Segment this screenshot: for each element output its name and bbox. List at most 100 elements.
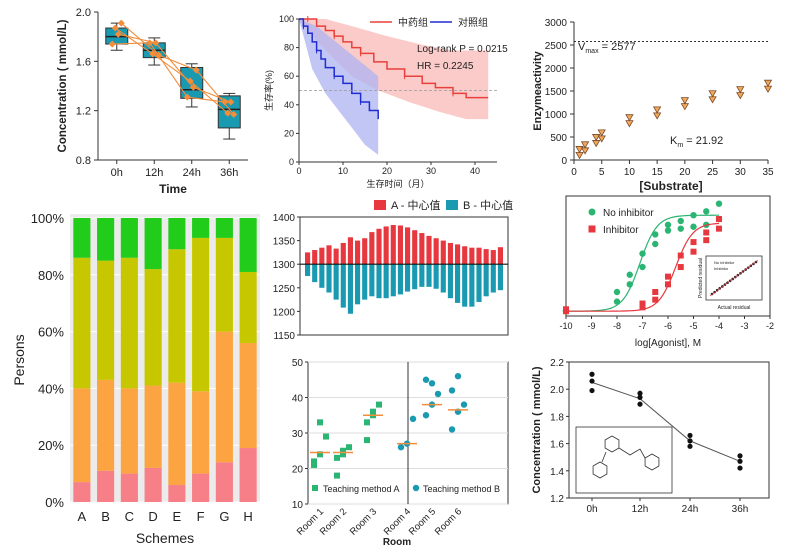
data-point xyxy=(677,264,684,271)
data-point xyxy=(460,401,468,408)
data-point xyxy=(736,86,745,94)
bar-a xyxy=(397,225,403,265)
data-point xyxy=(664,221,672,228)
bar-segment xyxy=(97,260,115,380)
y-tick-label: 2000 xyxy=(545,64,568,75)
bar-segment xyxy=(97,470,115,502)
y-tick-label: 500 xyxy=(550,133,567,144)
data-point xyxy=(690,212,697,219)
bar-b xyxy=(426,264,432,287)
y-tick-label: 1.6 xyxy=(550,440,564,451)
bar-b xyxy=(476,264,482,302)
data-point xyxy=(589,378,595,384)
y-tick-label: 1400 xyxy=(273,213,296,224)
x-tick-label: Room 6 xyxy=(433,506,464,537)
x-tick-label: 25 xyxy=(707,167,719,178)
data-point xyxy=(117,19,125,27)
bar-segment xyxy=(73,218,91,258)
x-tick-label: -4 xyxy=(715,321,723,331)
bar-a xyxy=(312,250,318,265)
bar-segment xyxy=(168,484,186,502)
bar-a xyxy=(412,230,418,265)
bar-a xyxy=(383,226,389,265)
bar-segment xyxy=(215,218,233,238)
x-tick-label: 35 xyxy=(762,167,774,178)
y-tick-label: 60% xyxy=(38,325,64,340)
data-point xyxy=(690,248,697,255)
data-point xyxy=(639,300,646,307)
y-tick-label: 30 xyxy=(292,429,304,440)
data-point xyxy=(716,225,722,232)
data-point xyxy=(736,92,745,100)
panel-survival: 0 20 40 60 80 100 0 10 20 30 40 生存时间（月） 生存率(%) 中药组 对照组… xyxy=(263,14,508,189)
x-tick-label: -9 xyxy=(587,321,595,331)
y-axis-title: 生存率(%) xyxy=(263,70,274,111)
data-point xyxy=(687,432,693,439)
data-point xyxy=(715,200,723,207)
data-point xyxy=(364,437,370,444)
x-tick-label: 36h xyxy=(220,167,238,179)
y-tick-label: 40% xyxy=(38,381,64,396)
molecule-bond xyxy=(618,447,646,459)
data-point xyxy=(703,208,710,215)
y-tick-label: 1200 xyxy=(273,307,296,318)
y-tick-label: 20 xyxy=(284,128,294,138)
bar-b xyxy=(397,264,403,295)
x-tick-label: Room 3 xyxy=(348,506,379,537)
data-point xyxy=(422,412,430,419)
y-tick-label: 2.0 xyxy=(550,385,564,396)
data-point xyxy=(677,252,684,259)
bar-a xyxy=(440,240,446,265)
bar-b xyxy=(455,264,461,303)
bar-b xyxy=(312,264,318,283)
bar-segment xyxy=(215,462,233,502)
x-tick-label: Room 4 xyxy=(382,506,413,537)
bar-a xyxy=(333,248,339,265)
bar-segment xyxy=(168,249,186,383)
legend-label: A - 中心值 xyxy=(391,199,441,212)
y-tick-label: 100% xyxy=(31,211,65,226)
y-tick-label: 80 xyxy=(284,43,294,53)
bar-a xyxy=(326,245,332,265)
y-tick-label: 0 xyxy=(289,157,294,167)
bar-segment xyxy=(144,467,162,502)
bar-segment xyxy=(73,482,91,502)
x-tick-label: 30 xyxy=(735,167,747,178)
y-tick-label: 0 xyxy=(561,156,567,167)
bar-b xyxy=(369,264,375,297)
x-tick-label: 36h xyxy=(732,504,749,515)
data-point xyxy=(192,66,200,74)
bar-a xyxy=(305,252,311,265)
data-point xyxy=(690,223,697,230)
data-point xyxy=(687,438,693,444)
x-tick-label: 12h xyxy=(145,167,163,179)
bar-b xyxy=(305,264,311,276)
molecule-ring xyxy=(592,461,608,479)
x-tick-label: 12h xyxy=(632,504,649,515)
bar-segment xyxy=(73,388,91,483)
x-tick-label: Room 5 xyxy=(407,506,438,537)
data-point xyxy=(639,304,646,311)
bar-b xyxy=(433,264,439,289)
bar-b xyxy=(319,264,325,288)
data-point xyxy=(563,306,569,313)
data-point xyxy=(409,415,417,422)
data-point xyxy=(334,454,340,461)
y-tick-label: 1500 xyxy=(545,87,568,98)
y-tick-label: 100 xyxy=(279,14,294,24)
data-point xyxy=(589,371,595,377)
bar-segment xyxy=(120,218,138,258)
bar-b xyxy=(490,264,496,293)
bar-segment xyxy=(239,448,257,502)
bar-b xyxy=(326,264,332,293)
bar-a xyxy=(462,246,468,265)
y-tick-label: 3000 xyxy=(545,18,568,29)
data-point xyxy=(114,30,122,38)
bar-b xyxy=(362,264,368,300)
data-point xyxy=(708,90,717,98)
data-point xyxy=(652,231,659,238)
x-tick-label: -8 xyxy=(613,321,621,331)
data-point xyxy=(626,271,633,278)
data-point xyxy=(364,419,370,426)
y-tick-label: 1300 xyxy=(273,260,296,271)
